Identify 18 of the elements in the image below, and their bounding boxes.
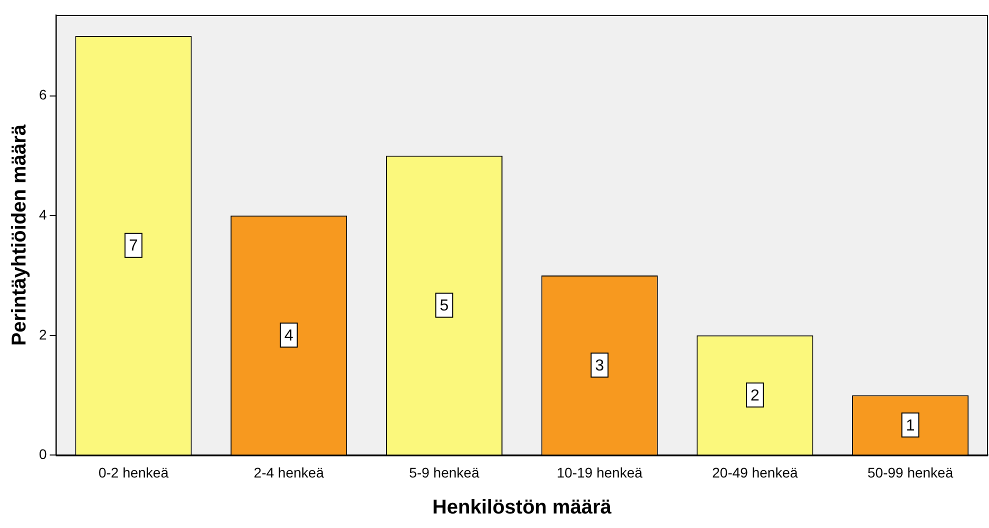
y-tick-label: 4 xyxy=(38,206,47,222)
data-label: 3 xyxy=(595,358,604,375)
data-label: 1 xyxy=(906,417,915,434)
data-label: 4 xyxy=(284,328,294,345)
y-tick-label: 0 xyxy=(38,446,47,462)
x-tick-label: 50-99 henkeä xyxy=(867,464,954,480)
x-tick-label: 5-9 henkeä xyxy=(409,464,480,480)
x-axis-title: Henkilöstön määrä xyxy=(432,496,612,519)
data-label: 2 xyxy=(750,387,760,404)
y-axis-title: Perintäyhtiöiden määrä xyxy=(8,124,31,346)
x-tick-label: 2-4 henkeä xyxy=(254,464,324,480)
data-label: 5 xyxy=(440,298,449,315)
y-tick-label: 6 xyxy=(38,86,47,103)
x-tick-label: 10-19 henkeä xyxy=(556,464,643,480)
data-label: 7 xyxy=(129,238,138,255)
x-tick-label: 0-2 henkeä xyxy=(98,464,169,480)
y-tick-label: 2 xyxy=(38,326,47,342)
x-tick-label: 20-49 henkeä xyxy=(712,464,798,480)
